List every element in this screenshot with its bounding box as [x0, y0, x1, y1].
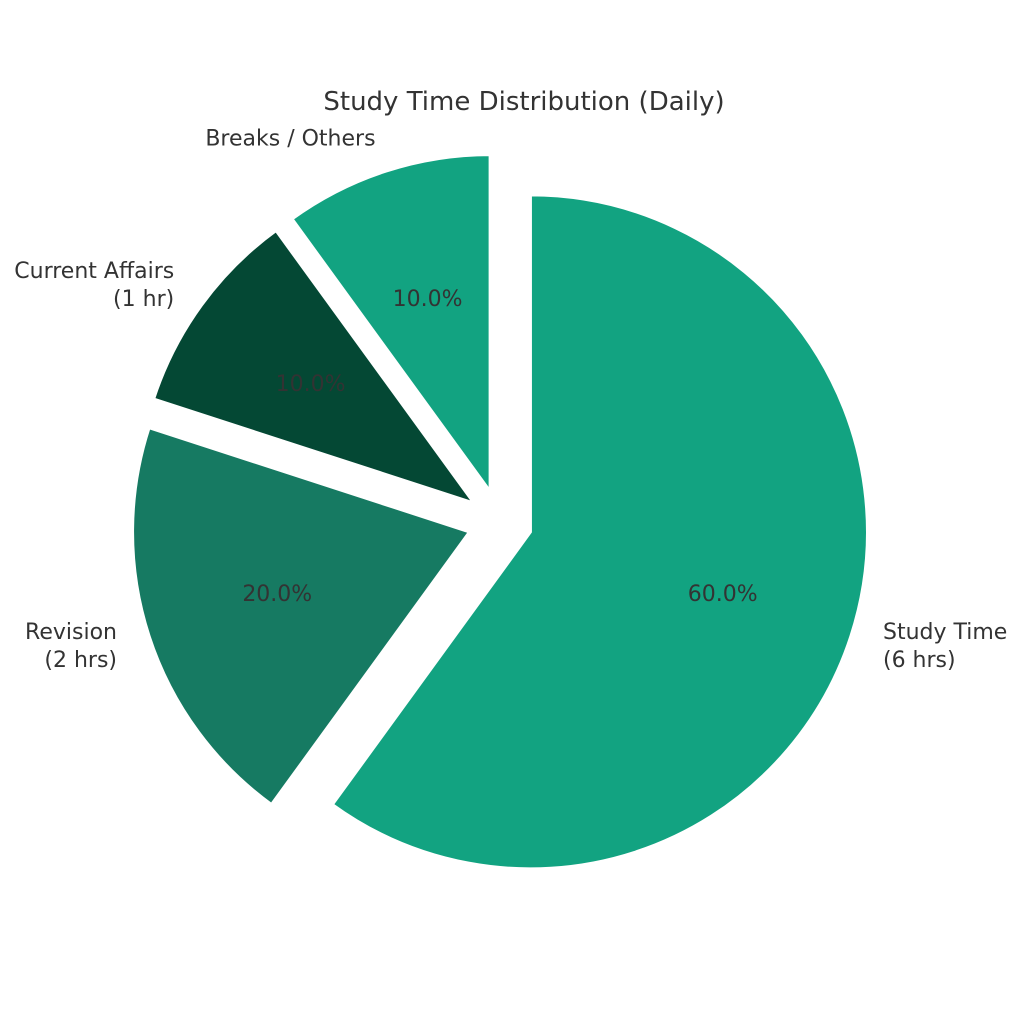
- slice-label-0: Study Time (6 hrs): [883, 620, 1007, 673]
- slice-label-line2-2: (1 hr): [113, 287, 174, 312]
- chart-title: Study Time Distribution (Daily): [323, 87, 724, 117]
- slice-label-line1-3: Breaks / Others: [205, 127, 375, 152]
- pie-slice-1: [131, 425, 472, 807]
- slices-layer: [131, 153, 869, 871]
- pct-label-2: 10.0%: [276, 372, 346, 397]
- slice-label-line2-0: (6 hrs): [883, 648, 956, 673]
- slice-label-1: Revision (2 hrs): [25, 620, 117, 673]
- pct-label-0: 60.0%: [688, 582, 758, 607]
- slice-label-line1-2: Current Affairs: [14, 259, 174, 284]
- slice-label-line1-0: Study Time: [883, 620, 1007, 645]
- labels-layer: 60.0% Study Time (6 hrs) 20.0% Revision (2 hr…: [14, 127, 1007, 673]
- slice-label-line1-1: Revision: [25, 620, 117, 645]
- slice-label-2: Current Affairs (1 hr): [14, 259, 174, 312]
- slice-label-line2-1: (2 hrs): [44, 648, 117, 673]
- pie-slice-0: [330, 193, 869, 871]
- pct-label-1: 20.0%: [242, 582, 312, 607]
- pie-slice-2: [151, 228, 479, 507]
- pct-label-3: 10.0%: [393, 287, 463, 312]
- pie-slice-3: [289, 153, 492, 497]
- slice-label-3: Breaks / Others: [205, 127, 375, 152]
